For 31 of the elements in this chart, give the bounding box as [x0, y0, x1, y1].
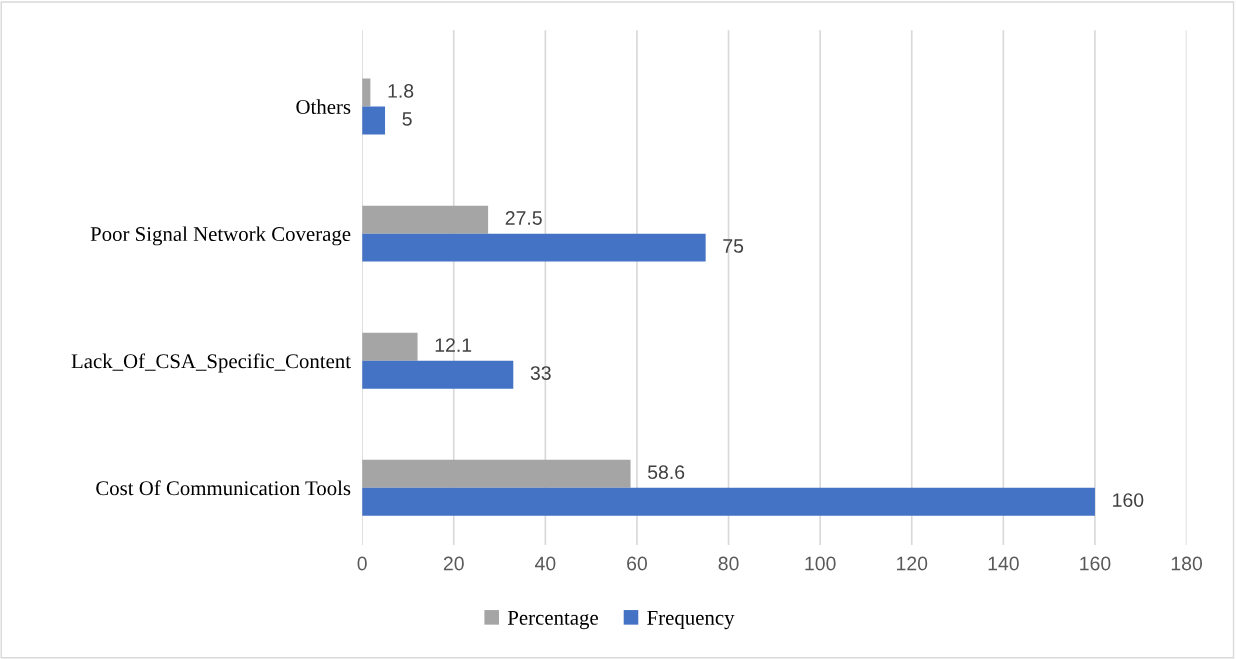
x-tick-label: 160 [1080, 556, 1111, 571]
data-label: 1.8 [388, 84, 414, 98]
x-tick-label: 80 [718, 556, 739, 571]
x-tick-label: 100 [805, 556, 836, 571]
data-label: 58.6 [647, 465, 685, 480]
data-label: 12.1 [435, 338, 472, 352]
x-tick-label: 60 [627, 556, 648, 571]
x-tick-label: 20 [443, 556, 464, 571]
y-tick-label: Poor Signal Network Coverage [90, 226, 351, 246]
bar [362, 332, 418, 361]
legend-label: Frequency [647, 611, 735, 630]
data-label: 160 [1113, 493, 1144, 508]
bar [362, 205, 489, 234]
x-tick-label: 140 [988, 556, 1019, 571]
x-tick-label: 40 [534, 556, 556, 571]
bar [362, 360, 514, 389]
x-tick-label: 0 [357, 556, 367, 571]
x-tick-label: 180 [1171, 556, 1203, 571]
bar [362, 459, 631, 488]
data-label: 33 [530, 366, 551, 380]
legend-label: Percentage [507, 611, 598, 630]
bar [362, 487, 1095, 516]
y-tick-label: Cost Of Communication Tools [96, 480, 351, 496]
y-tick-label: Lack_Of_CSA_Specific_Content [71, 353, 351, 373]
bar [362, 106, 386, 135]
bar [362, 233, 706, 262]
y-tick-label: Others [296, 99, 351, 114]
data-label: 5 [402, 112, 412, 126]
x-tick-label: 120 [897, 556, 928, 571]
data-label: 75 [723, 239, 744, 253]
data-label: 27.5 [505, 211, 542, 225]
